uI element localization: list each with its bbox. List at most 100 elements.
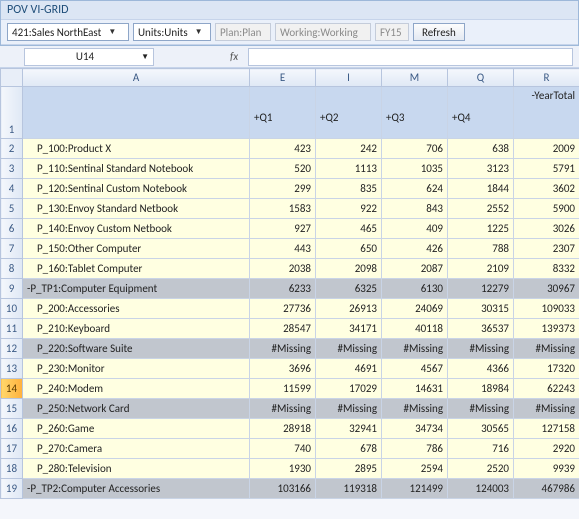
- row-header[interactable]: 1: [1, 87, 23, 139]
- data-cell[interactable]: 30967: [514, 279, 579, 299]
- data-cell[interactable]: 624: [382, 179, 448, 199]
- data-cell[interactable]: 3602: [514, 179, 579, 199]
- row-header[interactable]: 10: [1, 299, 23, 319]
- row-header[interactable]: 7: [1, 239, 23, 259]
- row-header[interactable]: 3: [1, 159, 23, 179]
- data-cell[interactable]: 467986: [514, 479, 579, 499]
- period-header[interactable]: +Q4: [448, 87, 514, 139]
- data-cell[interactable]: 9939: [514, 459, 579, 479]
- row-header[interactable]: 11: [1, 319, 23, 339]
- data-cell[interactable]: 11599: [250, 379, 316, 399]
- row-header[interactable]: 5: [1, 199, 23, 219]
- data-cell[interactable]: 638: [448, 139, 514, 159]
- row-label[interactable]: P_120:Sentinal Custom Notebook: [23, 179, 250, 199]
- row-label[interactable]: P_130:Envoy Standard Netbook: [23, 199, 250, 219]
- data-cell[interactable]: #Missing: [316, 399, 382, 419]
- data-cell[interactable]: 103166: [250, 479, 316, 499]
- data-cell[interactable]: 28547: [250, 319, 316, 339]
- data-cell[interactable]: 927: [250, 219, 316, 239]
- entity-dropdown[interactable]: 421:Sales NorthEast ▼: [7, 23, 129, 41]
- row-label[interactable]: P_200:Accessories: [23, 299, 250, 319]
- data-cell[interactable]: 520: [250, 159, 316, 179]
- data-cell[interactable]: 5791: [514, 159, 579, 179]
- row-header[interactable]: 9: [1, 279, 23, 299]
- row-header[interactable]: 16: [1, 419, 23, 439]
- col-header[interactable]: R: [514, 69, 579, 87]
- data-cell[interactable]: 6130: [382, 279, 448, 299]
- data-cell[interactable]: 426: [382, 239, 448, 259]
- data-cell[interactable]: 40118: [382, 319, 448, 339]
- row-header[interactable]: 6: [1, 219, 23, 239]
- row-label[interactable]: P_240:Modem: [23, 379, 250, 399]
- data-cell[interactable]: 2038: [250, 259, 316, 279]
- data-cell[interactable]: 14631: [382, 379, 448, 399]
- data-cell[interactable]: 706: [382, 139, 448, 159]
- col-header[interactable]: A: [23, 69, 250, 87]
- col-header[interactable]: I: [316, 69, 382, 87]
- row-label[interactable]: P_110:Sentinal Standard Notebook: [23, 159, 250, 179]
- row-label[interactable]: P_280:Television: [23, 459, 250, 479]
- row-label[interactable]: P_270:Camera: [23, 439, 250, 459]
- period-header[interactable]: +Q3: [382, 87, 448, 139]
- data-cell[interactable]: 127158: [514, 419, 579, 439]
- data-cell[interactable]: 124003: [448, 479, 514, 499]
- data-cell[interactable]: 740: [250, 439, 316, 459]
- data-cell[interactable]: 409: [382, 219, 448, 239]
- data-cell[interactable]: 1113: [316, 159, 382, 179]
- data-cell[interactable]: 30565: [448, 419, 514, 439]
- data-cell[interactable]: 32941: [316, 419, 382, 439]
- data-cell[interactable]: 843: [382, 199, 448, 219]
- data-cell[interactable]: 465: [316, 219, 382, 239]
- formula-input[interactable]: [248, 48, 573, 66]
- data-cell[interactable]: 2009: [514, 139, 579, 159]
- row-header[interactable]: 13: [1, 359, 23, 379]
- data-cell[interactable]: 121499: [382, 479, 448, 499]
- row-header[interactable]: 4: [1, 179, 23, 199]
- period-header[interactable]: +Q1: [250, 87, 316, 139]
- row-header[interactable]: 18: [1, 459, 23, 479]
- data-cell[interactable]: 62243: [514, 379, 579, 399]
- data-cell[interactable]: 34734: [382, 419, 448, 439]
- data-cell[interactable]: 788: [448, 239, 514, 259]
- data-cell[interactable]: 2520: [448, 459, 514, 479]
- data-cell[interactable]: #Missing: [514, 399, 579, 419]
- row-label[interactable]: P_230:Monitor: [23, 359, 250, 379]
- data-cell[interactable]: 17320: [514, 359, 579, 379]
- data-cell[interactable]: 2098: [316, 259, 382, 279]
- row-label[interactable]: P_160:Tablet Computer: [23, 259, 250, 279]
- data-cell[interactable]: 716: [448, 439, 514, 459]
- data-cell[interactable]: 4366: [448, 359, 514, 379]
- row-header[interactable]: 17: [1, 439, 23, 459]
- data-cell[interactable]: #Missing: [382, 339, 448, 359]
- data-cell[interactable]: #Missing: [316, 339, 382, 359]
- refresh-button[interactable]: Refresh: [413, 23, 465, 41]
- data-cell[interactable]: 4567: [382, 359, 448, 379]
- data-cell[interactable]: 423: [250, 139, 316, 159]
- data-cell[interactable]: 27736: [250, 299, 316, 319]
- data-cell[interactable]: #Missing: [250, 399, 316, 419]
- row-header[interactable]: 2: [1, 139, 23, 159]
- row-label[interactable]: P_260:Game: [23, 419, 250, 439]
- data-cell[interactable]: 2594: [382, 459, 448, 479]
- data-cell[interactable]: 922: [316, 199, 382, 219]
- data-cell[interactable]: 835: [316, 179, 382, 199]
- data-cell[interactable]: 24069: [382, 299, 448, 319]
- data-cell[interactable]: 12279: [448, 279, 514, 299]
- data-cell[interactable]: 2087: [382, 259, 448, 279]
- data-cell[interactable]: 650: [316, 239, 382, 259]
- row-label[interactable]: P_150:Other Computer: [23, 239, 250, 259]
- data-cell[interactable]: #Missing: [448, 399, 514, 419]
- data-cell[interactable]: 1583: [250, 199, 316, 219]
- col-header[interactable]: M: [382, 69, 448, 87]
- row-label[interactable]: P_250:Network Card: [23, 399, 250, 419]
- select-all-corner[interactable]: [1, 69, 23, 87]
- data-cell[interactable]: 786: [382, 439, 448, 459]
- data-cell[interactable]: 1844: [448, 179, 514, 199]
- period-header[interactable]: +Q2: [316, 87, 382, 139]
- data-cell[interactable]: 1225: [448, 219, 514, 239]
- row-label[interactable]: P_220:Software Suite: [23, 339, 250, 359]
- data-cell[interactable]: #Missing: [448, 339, 514, 359]
- row-label[interactable]: -P_TP1:Computer Equipment: [23, 279, 250, 299]
- data-cell[interactable]: 30315: [448, 299, 514, 319]
- data-cell[interactable]: 26913: [316, 299, 382, 319]
